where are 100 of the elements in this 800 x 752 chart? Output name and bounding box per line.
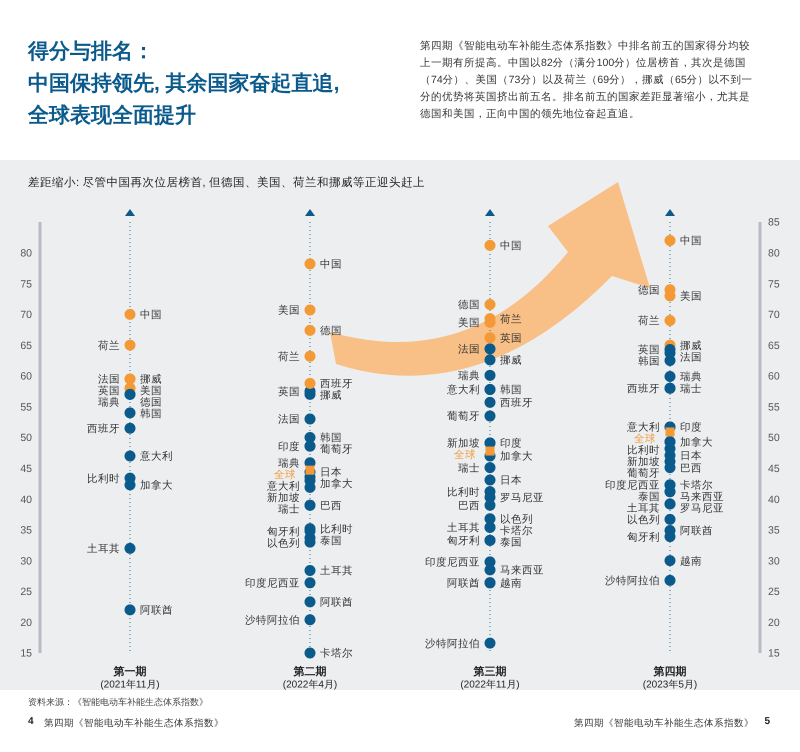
text: 罗马尼亚 — [680, 502, 724, 515]
text: 卡塔尔 — [500, 524, 533, 537]
text: 印度尼西亚 — [605, 480, 660, 492]
text: 全球 — [634, 433, 656, 446]
y2-tick-label: 25 — [768, 586, 780, 598]
x-tick-label: 第二期 (2022年4月) — [282, 664, 338, 690]
y2-tick-label: 55 — [768, 401, 780, 414]
x-tick-label: 第一期 (2021年11月) — [100, 664, 160, 690]
text: 比利时 — [627, 444, 660, 457]
text: 5 — [764, 716, 770, 727]
y-tick-label: 20 — [20, 616, 32, 629]
text: 挪威 — [500, 354, 522, 367]
text: 瑞士 — [680, 382, 702, 395]
text: 马来西亚 — [500, 564, 544, 577]
y2-tick-label: 80 — [768, 248, 780, 260]
series-label: 德国 — [320, 325, 342, 338]
y-tick-label: 15 — [20, 648, 32, 660]
text: 英国 — [500, 332, 522, 344]
y2-tick-label: 50 — [768, 432, 780, 444]
y-tick-label: 25 — [20, 586, 32, 598]
text: 美国 — [458, 317, 480, 330]
text: 差距缩小: 尽管中国再次位居榜首, 但德国、美国、荷兰和挪威等正迎头赶上 — [28, 175, 426, 191]
text: 意大利 — [627, 422, 660, 434]
text: 日本 — [680, 450, 702, 462]
text: 美国 — [680, 290, 702, 303]
chart-subtitle: 第四期《智能电动车补能生态体系指数》中排名前五的国家得分均较上一期有所提高。中国以82分（满分100分）位居榜首，其次是德国（74分）、美国（73分）以及荷兰（69分），挪威（65分）以不到一分的优势将英国挤出前五名。排名前五的国家差距显著缩小，尤其是德国和美国，正向中国的领先地位奋起直追。 — [420, 39, 754, 122]
series-label: 葡萄牙 — [447, 410, 480, 423]
series-label: 中国 — [140, 308, 162, 322]
text: 中国 — [500, 240, 522, 252]
series-label: 土耳其 — [87, 542, 120, 556]
y-tick-label: 75 — [20, 278, 32, 290]
text: 荷兰 — [638, 315, 660, 328]
text: 第四期《智能电动车补能生态体系指数》 — [574, 717, 754, 730]
text: 沙特阿拉伯 — [425, 638, 480, 650]
series-label: 卡塔尔 — [320, 646, 353, 660]
series-label: 匈牙利 — [267, 524, 300, 538]
y-tick-label: 65 — [20, 340, 32, 352]
series-label: 巴西 — [320, 500, 342, 512]
y-tick-label: 40 — [20, 494, 32, 506]
text: 韩国 — [500, 384, 522, 396]
y-tick-label: 30 — [20, 555, 32, 568]
y-tick-label: 60 — [20, 370, 32, 383]
series-label: 加拿大 — [140, 478, 173, 492]
series-label: 西班牙 — [320, 376, 353, 390]
text: 法国 — [98, 374, 120, 386]
series-label: 阿联酋 — [320, 596, 353, 609]
text: 印度 — [680, 422, 702, 434]
chart-title: 得分与排名：中国保持领先, 其余国家奋起直追,全球表现全面提升 — [28, 39, 340, 129]
text: 匈牙利 — [447, 535, 480, 547]
series-label: 韩国 — [320, 431, 342, 444]
text: 加拿大 — [680, 436, 713, 448]
text: 德国 — [140, 396, 162, 409]
text: 匈牙利 — [627, 531, 660, 544]
text: 全球 — [454, 449, 476, 462]
text: 印度 — [500, 438, 522, 450]
series-label: 马来西亚 — [680, 490, 724, 504]
y2-tick-label: 30 — [768, 555, 780, 568]
text: 卡塔尔 — [680, 480, 713, 492]
series-label: 越南 — [500, 576, 522, 590]
text: 巴西 — [458, 500, 480, 512]
text: 巴西 — [680, 462, 702, 474]
text: 瑞士 — [278, 503, 300, 516]
series-label: 意大利 — [139, 450, 173, 463]
text: 葡萄牙 — [320, 444, 353, 456]
text: 荷兰 — [98, 340, 120, 352]
series-label: 瑞士 — [458, 461, 480, 474]
text: 德国 — [458, 299, 480, 312]
y2-tick-label: 75 — [768, 278, 780, 290]
series-label: 挪威 — [140, 372, 162, 386]
x-tick-label: 第四期 (2023年5月) — [642, 664, 698, 690]
text: 越南 — [680, 555, 702, 568]
y2-tick-label: 45 — [768, 463, 780, 476]
series-label: 全球 — [274, 468, 296, 481]
text: 阿联酋 — [680, 525, 713, 538]
text: 韩国 — [638, 356, 660, 368]
text: 日本 — [500, 474, 522, 487]
series-label: 荷兰 — [278, 350, 300, 363]
text: 挪威 — [680, 340, 702, 352]
text: 新加坡 — [267, 492, 300, 504]
text: 韩国 — [140, 408, 162, 420]
text: 土耳其 — [447, 522, 480, 534]
y-tick-label: 50 — [20, 432, 32, 444]
text: 泰国 — [500, 536, 522, 548]
text: 法国 — [680, 351, 702, 364]
y-tick-label: 70 — [20, 309, 32, 322]
text: 加拿大 — [500, 450, 533, 463]
text: 阿联酋 — [447, 577, 480, 590]
text: 西班牙 — [87, 422, 120, 435]
y2-tick-label: 40 — [768, 494, 780, 506]
text: 德国 — [638, 284, 660, 296]
series-label: 以色列 — [500, 512, 533, 526]
text: 第四期《智能电动车补能生态体系指数》 — [44, 717, 224, 730]
text: 泰国 — [320, 534, 342, 547]
text: 沙特阿拉伯 — [605, 575, 660, 588]
text: 美国 — [140, 385, 162, 398]
y-tick-label: 35 — [20, 524, 32, 537]
text: 以色列 — [627, 514, 660, 526]
text: 阿联酋 — [140, 604, 173, 617]
series-label: 美国 — [278, 304, 300, 317]
text: 挪威 — [320, 389, 342, 402]
